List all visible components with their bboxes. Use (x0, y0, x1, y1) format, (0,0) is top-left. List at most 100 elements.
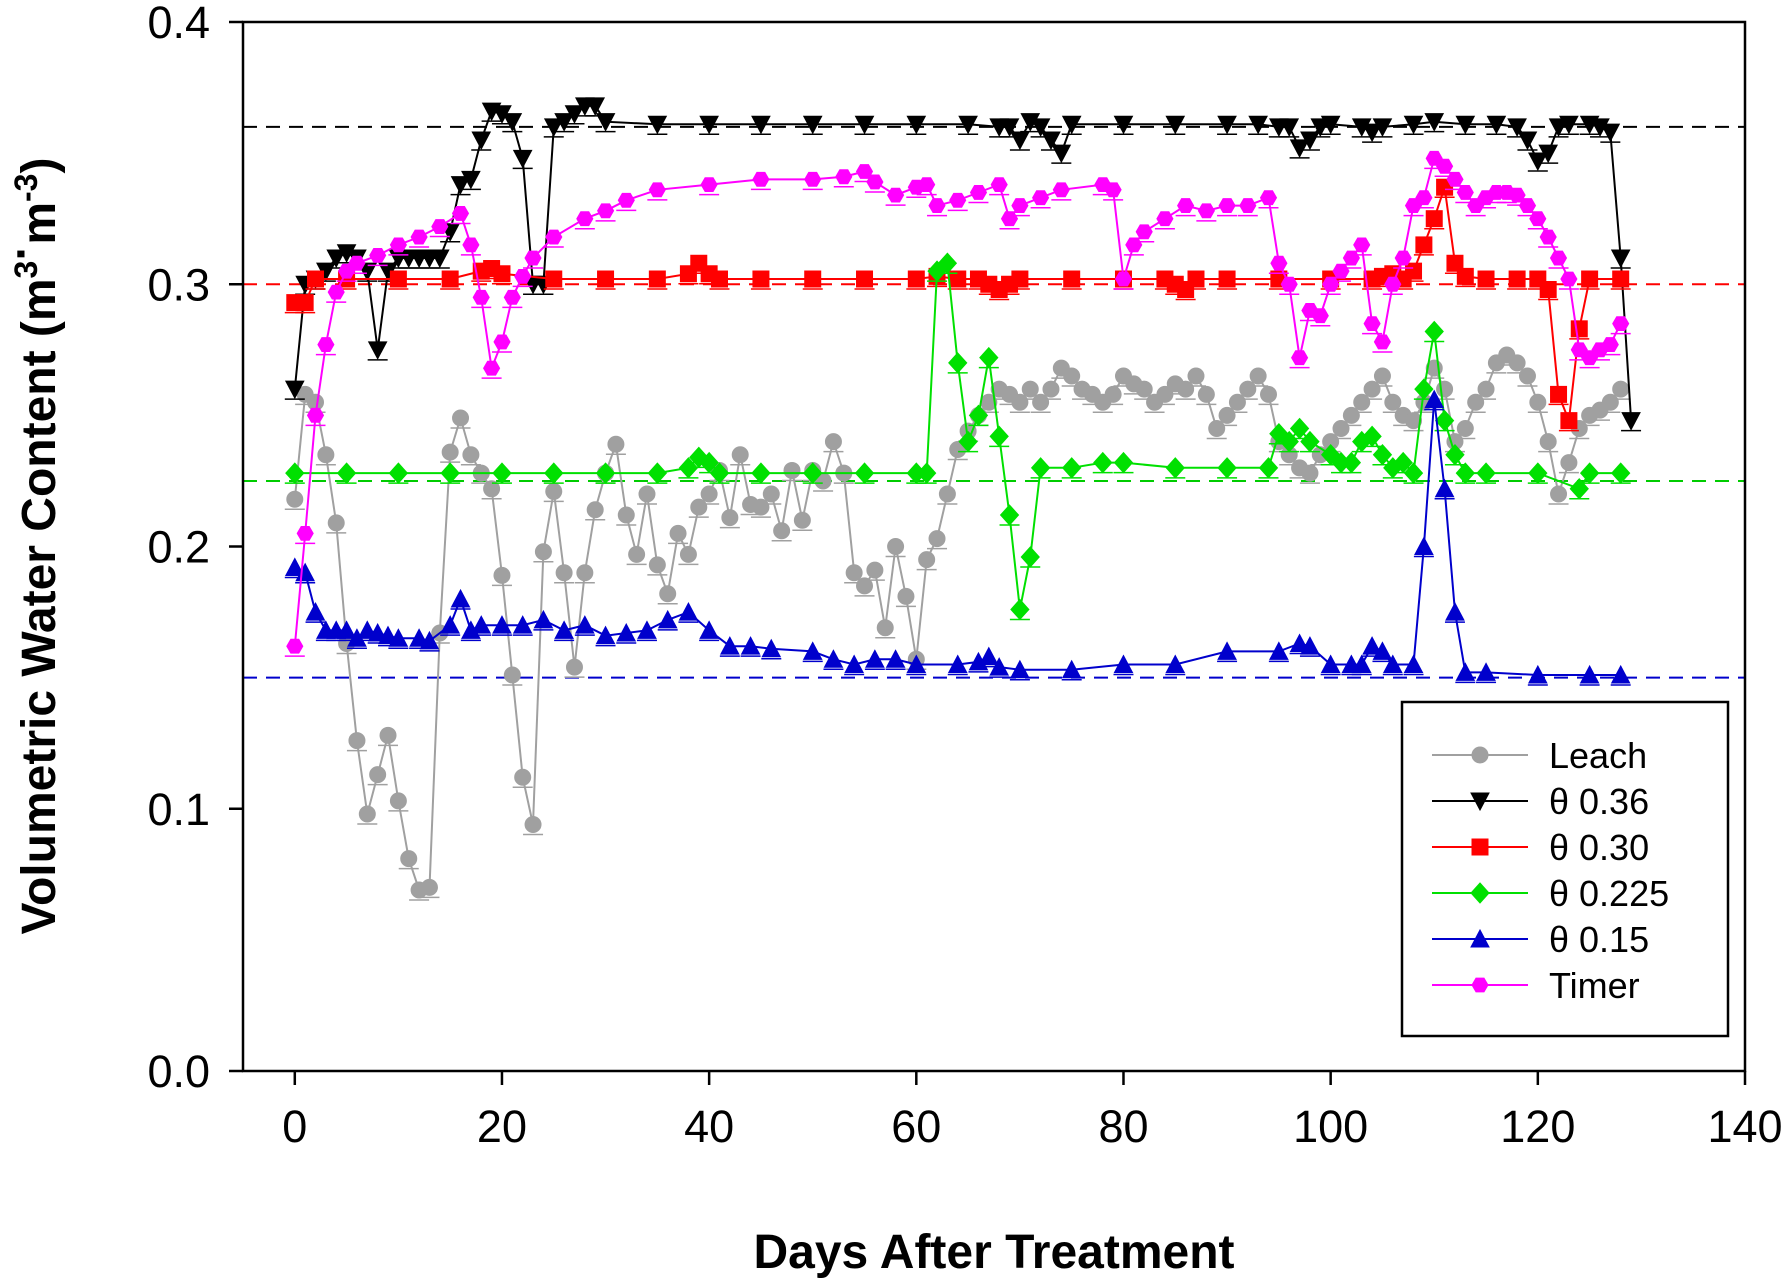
point-timer (369, 248, 387, 263)
point-0-36 (1030, 118, 1051, 137)
point-0-36 (1289, 139, 1310, 158)
point-0-15 (802, 641, 823, 660)
point-0-15 (1362, 636, 1382, 655)
point-leach (379, 726, 397, 744)
point-0-15 (1300, 636, 1320, 655)
point-0-30 (1063, 270, 1081, 288)
x-tick-label: 80 (1098, 1101, 1148, 1152)
point-0-36 (543, 118, 564, 137)
legend-item-leach: Leach (1432, 735, 1647, 776)
point-leach (1612, 380, 1630, 398)
point-0-15 (1434, 478, 1455, 498)
y-tick-label: 0.4 (147, 0, 210, 48)
point-0-30 (441, 270, 459, 288)
point-0-36 (326, 249, 347, 269)
point-timer (296, 526, 314, 541)
point-leach (1228, 393, 1246, 411)
point-timer (1436, 158, 1454, 174)
x-axis-title: Days After Treatment (753, 1226, 1234, 1279)
legend-label: θ 0.30 (1549, 827, 1649, 868)
point-0-36 (1041, 131, 1061, 151)
point-0-30 (856, 270, 874, 288)
point-0-30 (597, 270, 615, 288)
point-leach (1477, 380, 1495, 398)
point-0-36 (1527, 152, 1548, 172)
y-tick-label: 0.1 (147, 784, 210, 835)
point-leach (317, 446, 335, 464)
point-0-15 (761, 638, 782, 658)
point-leach (793, 511, 811, 529)
point-timer (327, 284, 345, 300)
series-layer (284, 97, 1642, 901)
point-leach (1601, 393, 1619, 411)
series-timer (284, 150, 1631, 657)
point-timer (472, 289, 490, 305)
point-0-225 (1611, 462, 1631, 484)
point-0-36 (367, 341, 388, 360)
point-0-15 (388, 628, 409, 647)
point-timer (1000, 211, 1019, 227)
point-leach (762, 485, 780, 503)
point-timer (1311, 308, 1329, 324)
point-timer (348, 255, 366, 271)
point-0-15 (450, 588, 471, 608)
point-0-15 (1424, 389, 1445, 409)
point-leach (1467, 393, 1485, 411)
point-timer (410, 229, 428, 245)
point-0-36 (647, 115, 668, 135)
point-timer (1384, 276, 1402, 292)
point-leach (1042, 380, 1060, 398)
point-leach (1177, 380, 1195, 398)
point-0-30 (1415, 236, 1433, 254)
point-timer (969, 185, 988, 200)
point-0-30 (710, 270, 728, 288)
x-tick-label: 140 (1707, 1101, 1782, 1152)
point-leach (845, 564, 863, 582)
point-0-36 (1621, 412, 1641, 431)
point-0-15 (1165, 654, 1186, 674)
point-timer (928, 198, 946, 213)
point-0-15 (865, 649, 885, 668)
point-0-225 (595, 462, 616, 484)
point-0-15 (1372, 641, 1393, 660)
point-0-15 (1476, 662, 1496, 681)
point-leach (514, 768, 532, 786)
point-leach (721, 509, 739, 527)
point-0-15 (440, 615, 461, 634)
point-0-15 (419, 630, 440, 650)
point-0-36 (1600, 123, 1621, 143)
point-leach (1249, 367, 1267, 385)
point-0-30 (1550, 385, 1568, 403)
point-0-30 (545, 270, 563, 288)
point-0-36 (471, 131, 492, 151)
legend-marker (1471, 977, 1489, 993)
point-0-36 (1051, 144, 1072, 164)
legend-item-0-36: θ 0.36 (1432, 781, 1649, 822)
point-0-15 (844, 654, 864, 674)
point-timer (462, 237, 480, 253)
legend-item-0-225: θ 0.225 (1432, 873, 1669, 914)
point-0-15 (575, 615, 595, 634)
point-leach (1550, 485, 1568, 503)
point-0-36 (1517, 131, 1538, 151)
point-timer (990, 177, 1008, 192)
point-leach (1104, 385, 1122, 403)
point-timer (918, 177, 936, 192)
point-leach (555, 564, 573, 582)
x-tick-label: 20 (477, 1101, 527, 1152)
point-leach (856, 577, 874, 595)
point-0-36 (751, 115, 771, 135)
point-0-36 (1559, 115, 1579, 135)
point-0-15 (1217, 641, 1237, 660)
point-leach (524, 815, 542, 833)
point-leach (1405, 412, 1423, 430)
point-0-30 (1581, 270, 1599, 288)
point-0-15 (947, 654, 968, 674)
legend-marker (1471, 838, 1489, 856)
point-0-36 (1113, 115, 1134, 135)
point-timer (306, 407, 325, 423)
point-leach (617, 506, 635, 524)
point-timer (1518, 198, 1537, 213)
point-0-225 (1258, 457, 1279, 479)
